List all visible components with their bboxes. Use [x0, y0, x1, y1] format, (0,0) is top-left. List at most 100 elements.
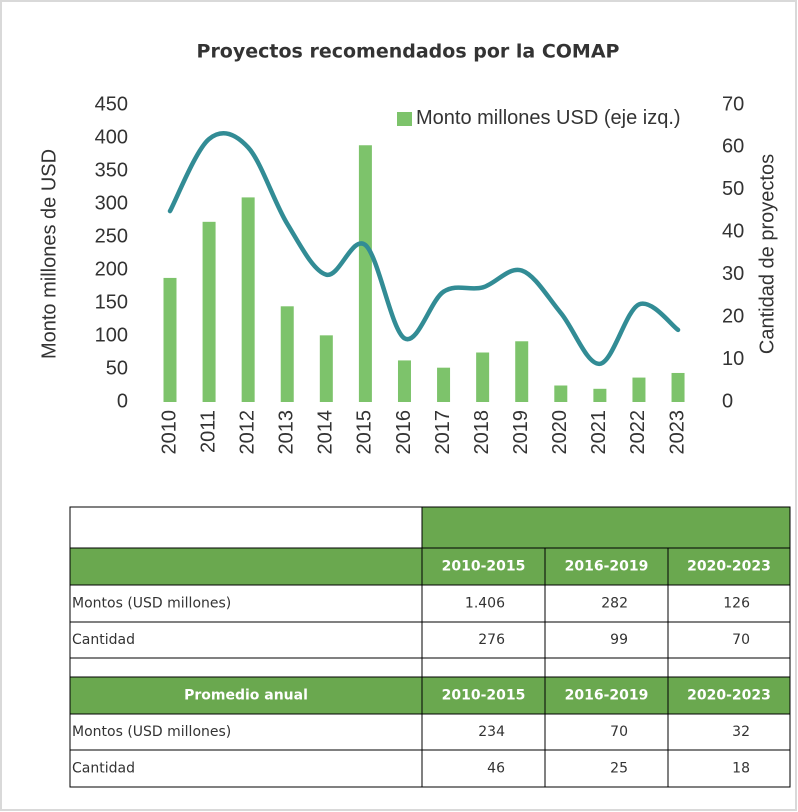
y2-tick-label: 60	[722, 136, 744, 158]
x-tick-label: 2017	[432, 410, 454, 455]
y2-tick-label: 20	[722, 305, 744, 327]
table-cell	[69, 749, 423, 788]
bar	[515, 341, 529, 402]
table-value: 70	[610, 724, 628, 740]
y-axis-title: Monto millones de USD	[38, 149, 60, 359]
table-header: 2010-2015	[442, 559, 526, 575]
table-cell	[421, 657, 546, 678]
table-cell	[667, 584, 791, 623]
table-cell	[421, 584, 546, 623]
bar	[241, 197, 255, 402]
table-label: Montos (USD millones)	[72, 724, 231, 740]
table-label: Cantidad	[72, 632, 135, 648]
table-label: Cantidad	[72, 761, 135, 777]
table-cell	[544, 657, 669, 678]
chart-title: Proyectos recomendados por la COMAP	[197, 41, 620, 63]
y-tick-label: 200	[95, 258, 128, 280]
x-tick-label: 2020	[549, 410, 571, 455]
legend: Monto millones USD (eje izq.)	[416, 107, 681, 129]
table-header: 2020-2023	[687, 559, 771, 575]
table-cell	[544, 713, 669, 751]
bar	[476, 352, 490, 402]
table-cell	[69, 547, 423, 586]
bar	[437, 367, 451, 402]
table-value: 25	[610, 761, 628, 777]
x-tick-label: 2019	[510, 410, 532, 455]
table-header: 2020-2023	[687, 688, 771, 704]
x-tick-label: 2023	[666, 410, 688, 455]
y2-tick-label: 0	[722, 390, 733, 412]
table-cell	[69, 657, 423, 678]
table-value: 18	[732, 761, 750, 777]
table-value: 70	[732, 632, 750, 648]
x-tick-label: 2010	[158, 410, 180, 455]
x-tick-label: 2022	[627, 410, 649, 455]
table-cell	[667, 676, 791, 715]
table-cell	[421, 506, 791, 549]
y-tick-label: 350	[95, 159, 128, 181]
table-value: 234	[478, 724, 505, 740]
x-tick-label: 2018	[471, 410, 493, 455]
table-header: 2010-2015	[442, 688, 526, 704]
x-tick-label: 2016	[393, 410, 415, 455]
table-cell	[69, 676, 423, 715]
legend-label: Monto millones USD (eje izq.)	[416, 107, 681, 129]
y2-tick-label: 40	[722, 221, 744, 243]
x-tick-label: 2011	[197, 410, 219, 453]
y2-tick-label: 10	[722, 348, 744, 370]
y2-tick-label: 50	[722, 178, 744, 200]
y-tick-label: 250	[95, 225, 128, 247]
table-header: 2016-2019	[565, 559, 649, 575]
table-value: 126	[723, 596, 750, 612]
table-cell	[421, 621, 546, 659]
table-cell	[544, 749, 669, 788]
y-tick-label: 150	[95, 291, 128, 313]
line	[167, 131, 681, 367]
bar	[319, 335, 333, 402]
y2-tick-label: 30	[722, 263, 744, 285]
table-value: 276	[478, 632, 505, 648]
table-cell	[544, 621, 669, 659]
bar	[632, 377, 646, 402]
x-tick-label: 2014	[315, 410, 337, 455]
table-value: 1.406	[465, 596, 505, 612]
table-value: 282	[601, 596, 628, 612]
y-tick-label: 300	[95, 192, 128, 214]
bar	[671, 372, 685, 402]
y-tick-label: 100	[95, 324, 128, 346]
table-label: Montos (USD millones)	[72, 596, 231, 612]
y2-axis-title: Cantidad de proyectos	[756, 154, 778, 354]
y-tick-label: 50	[106, 357, 128, 379]
bar	[202, 221, 216, 402]
y-tick-label: 400	[95, 126, 128, 148]
table-cell	[69, 713, 423, 751]
table-value: 99	[610, 632, 628, 648]
table-cell	[69, 506, 423, 549]
table-header: 2016-2019	[565, 688, 649, 704]
bar	[593, 388, 607, 402]
table-cell	[667, 713, 791, 751]
y2-tick-label: 70	[722, 93, 744, 115]
table-cell	[667, 547, 791, 586]
table-cell	[421, 547, 546, 586]
x-tick-label: 2021	[588, 410, 610, 455]
x-tick-label: 2015	[354, 410, 376, 455]
bar	[280, 306, 294, 402]
x-tick-label: 2012	[236, 410, 258, 455]
x-tick-label: 2013	[276, 410, 298, 455]
table-cell	[667, 657, 791, 678]
legend-swatch	[397, 112, 412, 126]
y-tick-label: 0	[117, 390, 128, 412]
y-tick-label: 450	[95, 93, 128, 115]
bar	[397, 360, 411, 402]
bar	[358, 145, 372, 402]
table-cell	[69, 621, 423, 659]
table-cell	[667, 621, 791, 659]
table-header: Promedio anual	[184, 688, 308, 704]
table-value: 46	[487, 761, 505, 777]
table-cell	[421, 749, 546, 788]
bar	[163, 277, 177, 402]
table-value: 32	[732, 724, 750, 740]
bar	[554, 385, 568, 402]
